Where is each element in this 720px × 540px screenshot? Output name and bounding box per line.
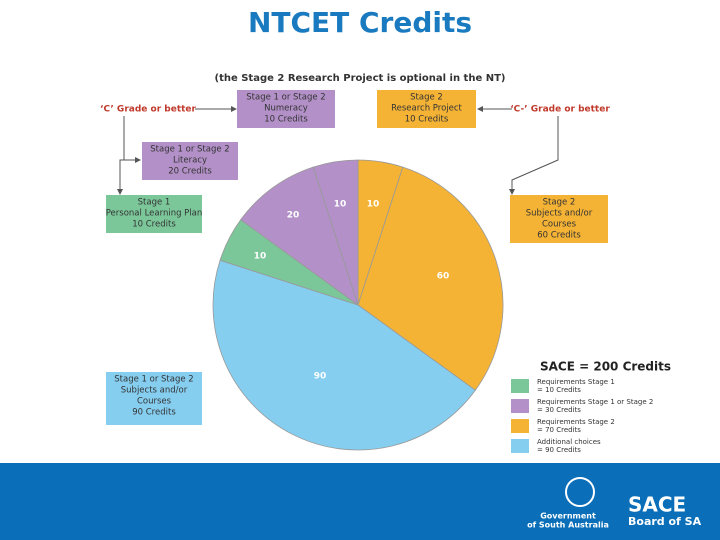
legend-text: Requirements Stage 1: [537, 378, 615, 386]
legend-swatch: [511, 379, 529, 393]
info-box-text: Courses: [137, 397, 172, 407]
info-box: [377, 90, 476, 128]
legend-swatch: [511, 399, 529, 413]
info-box-text: Stage 1: [138, 198, 171, 208]
footer-band: [0, 463, 720, 540]
info-box-text: Subjects and/or: [121, 386, 188, 396]
footer-sace: SACE: [628, 493, 686, 517]
legend-text: = 10 Credits: [537, 386, 581, 394]
info-box-text: Courses: [542, 220, 577, 230]
slice-label: 10: [254, 252, 267, 262]
legend-text: = 90 Credits: [537, 446, 581, 454]
legend-swatch: [511, 439, 529, 453]
info-box-text: Literacy: [173, 156, 207, 166]
info-box-text: 60 Credits: [537, 231, 581, 241]
legend-title: SACE = 200 Credits: [540, 360, 671, 374]
info-box-text: Stage 1 or Stage 2: [114, 375, 193, 385]
footer-gov: of South Australia: [527, 521, 609, 530]
info-box-text: Stage 1 or Stage 2: [246, 93, 325, 103]
info-box-text: 10 Credits: [405, 115, 449, 125]
pie-slice: [357, 166, 504, 391]
pie-slice: [212, 259, 476, 451]
slice-label: 10: [367, 200, 380, 210]
info-box-text: Personal Learning Plan: [106, 209, 203, 219]
info-box-text: Stage 2: [543, 198, 576, 208]
info-box: [142, 142, 238, 180]
info-box-text: Stage 1 or Stage 2: [150, 145, 229, 155]
slice-label: 90: [314, 372, 327, 382]
info-box-text: 20 Credits: [168, 167, 212, 177]
legend-text: = 30 Credits: [537, 406, 581, 414]
legend-swatch: [511, 419, 529, 433]
info-box: [237, 90, 335, 128]
annotation: ‘C-’ Grade or better: [510, 105, 610, 115]
subtitle: (the Stage 2 Research Project is optiona…: [215, 73, 506, 84]
info-box-text: Numeracy: [264, 104, 308, 114]
legend-text: Requirements Stage 2: [537, 418, 615, 426]
pie: [212, 159, 504, 451]
legend-text: = 70 Credits: [537, 426, 581, 434]
arrows: [117, 106, 559, 195]
slice-label: 10: [334, 200, 347, 210]
info-box-text: Subjects and/or: [526, 209, 593, 219]
info-box-text: 90 Credits: [132, 408, 176, 418]
legend-text: Additional choices: [537, 438, 601, 446]
slice-label: 60: [437, 272, 450, 282]
pie-slice: [240, 166, 359, 307]
info-box-text: Research Project: [391, 104, 462, 114]
info-box-text: 10 Credits: [132, 220, 176, 230]
info-box: [106, 372, 202, 425]
info-box-text: Stage 2: [410, 93, 443, 103]
footer-sace-sub: Board of SA: [628, 515, 702, 528]
info-box: [510, 195, 608, 243]
annotation: ‘C’ Grade or better: [100, 105, 196, 115]
slice-label: 20: [287, 211, 300, 221]
pie-slice: [312, 159, 359, 306]
info-box: [106, 195, 202, 233]
info-box-text: 10 Credits: [264, 115, 308, 125]
legend-text: Requirements Stage 1 or Stage 2: [537, 398, 653, 406]
title: NTCET Credits: [248, 6, 472, 39]
crest: [565, 477, 595, 507]
footer-gov: Government: [540, 512, 596, 521]
